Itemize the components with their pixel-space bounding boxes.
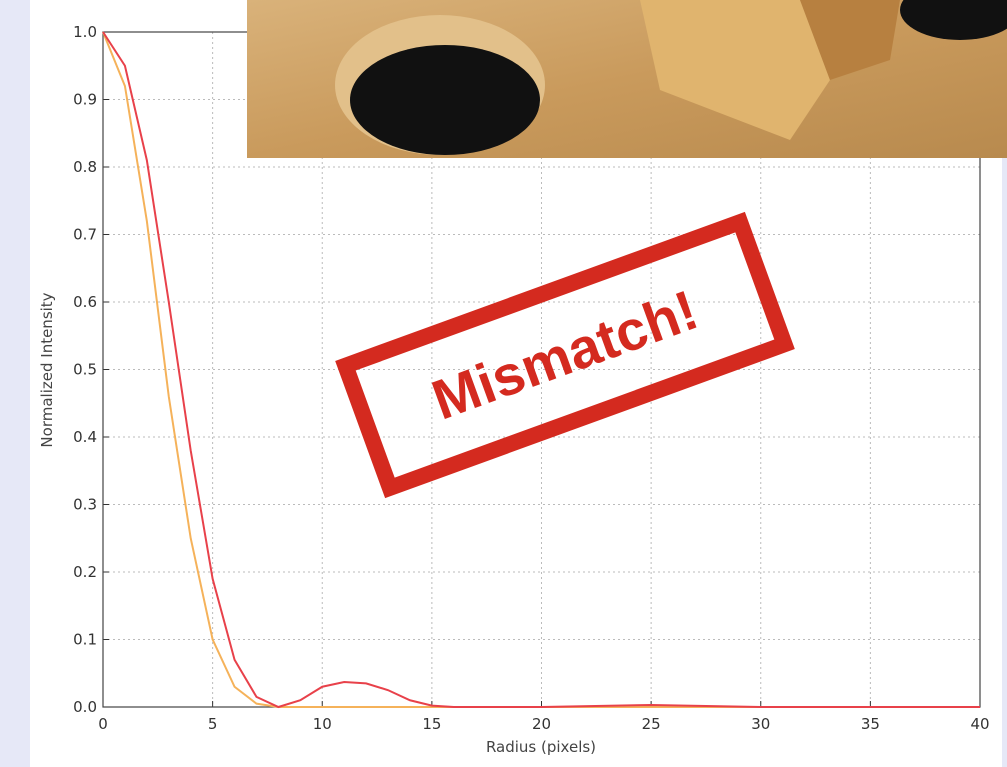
y-tick-label: 0.4 (73, 428, 97, 446)
y-tick-label: 0.0 (73, 698, 97, 716)
y-tick-label: 0.6 (73, 293, 97, 311)
x-tick-label: 15 (422, 715, 441, 733)
x-tick-label: 5 (208, 715, 218, 733)
y-axis-label: Normalized Intensity (38, 292, 56, 447)
plot: 0.0 0.1 0.2 0.3 0.4 0.5 0.6 0.7 0.8 0.9 1.0 0 5 10 15 2… (73, 23, 989, 733)
x-tick-label: 25 (642, 715, 661, 733)
stamp-border (335, 211, 795, 499)
y-tick-label: 0.9 (73, 91, 97, 109)
x-tick-label: 20 (532, 715, 551, 733)
x-tick-label: 0 (98, 715, 108, 733)
x-tick-label: 30 (751, 715, 770, 733)
x-tick-label: 40 (970, 715, 989, 733)
y-tick-label: 0.5 (73, 361, 97, 379)
series-line (102, 31, 980, 708)
y-tick-label: 1.0 (73, 23, 97, 41)
x-tick-label: 10 (313, 715, 332, 733)
photo (247, 0, 1007, 158)
y-tick-label: 0.1 (73, 631, 97, 649)
y-tick-label: 0.8 (73, 158, 97, 176)
x-tick-label: 35 (861, 715, 880, 733)
y-tick-label: 0.7 (73, 226, 97, 244)
series-line (102, 31, 980, 709)
x-axis-label: Radius (pixels) (486, 738, 596, 756)
y-tick-label: 0.2 (73, 563, 97, 581)
y-tick-label: 0.3 (73, 496, 97, 514)
